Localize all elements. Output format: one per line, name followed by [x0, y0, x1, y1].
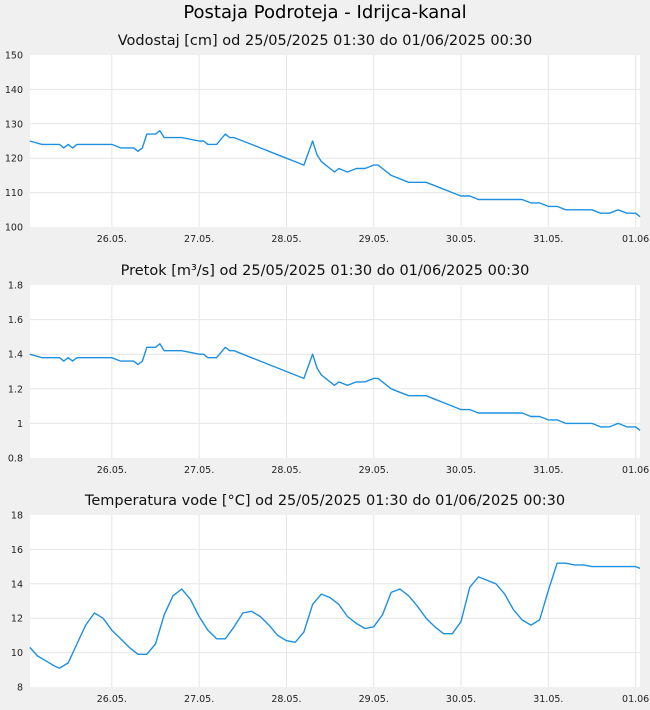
x-tick-label: 01.06 [622, 694, 649, 705]
y-tick-label: 8 [17, 683, 23, 694]
x-tick-label: 28.05. [271, 465, 301, 476]
y-tick-label: 110 [5, 188, 23, 199]
chart-title: Pretok [m³/s] od 25/05/2025 01:30 do 01/… [121, 263, 530, 279]
x-tick-label: 27.05. [184, 465, 214, 476]
y-tick-label: 16 [11, 545, 23, 556]
x-tick-label: 27.05. [184, 694, 214, 705]
series-line [29, 129, 641, 218]
y-tick-label: 150 [5, 51, 23, 62]
y-tick-label: 130 [5, 119, 23, 130]
y-tick-label: 120 [5, 154, 23, 165]
page-title: Postaja Podroteja - Idrijca-kanal [183, 2, 467, 23]
x-tick-label: 30.05. [446, 465, 476, 476]
y-tick-label: 14 [11, 579, 23, 590]
x-tick-label: 31.05. [533, 234, 563, 245]
series-line [29, 343, 641, 431]
x-tick-label: 29.05. [359, 465, 389, 476]
x-tick-label: 01.06 [622, 234, 649, 245]
x-tick-label: 26.05. [97, 234, 127, 245]
y-tick-label: 100 [5, 223, 23, 234]
y-tick-label: 0.8 [8, 454, 23, 465]
x-tick-label: 29.05. [359, 234, 389, 245]
x-tick-label: 30.05. [446, 234, 476, 245]
y-tick-label: 1.4 [8, 350, 23, 361]
plot-area [30, 55, 640, 227]
chart-title: Vodostaj [cm] od 25/05/2025 01:30 do 01/… [118, 33, 532, 49]
chart-panel-1: Vodostaj [cm] od 25/05/2025 01:30 do 01/… [5, 33, 649, 245]
x-tick-label: 28.05. [271, 234, 301, 245]
y-tick-label: 140 [5, 85, 23, 96]
chart-panel-2: Pretok [m³/s] od 25/05/2025 01:30 do 01/… [8, 263, 649, 476]
y-tick-label: 12 [11, 614, 23, 625]
y-tick-label: 1 [17, 419, 23, 430]
x-tick-label: 30.05. [446, 694, 476, 705]
chart-title: Temperatura vode [°C] od 25/05/2025 01:3… [84, 493, 565, 509]
x-tick-label: 31.05. [533, 694, 563, 705]
x-tick-label: 26.05. [97, 694, 127, 705]
x-tick-label: 31.05. [533, 465, 563, 476]
x-tick-label: 26.05. [97, 465, 127, 476]
x-tick-label: 01.06 [622, 465, 649, 476]
chart-panel-3: Temperatura vode [°C] od 25/05/2025 01:3… [11, 493, 649, 705]
y-tick-label: 1.2 [8, 384, 23, 395]
y-tick-label: 1.8 [8, 281, 23, 292]
x-tick-label: 27.05. [184, 234, 214, 245]
y-tick-label: 10 [11, 648, 23, 659]
y-tick-label: 1.6 [8, 315, 23, 326]
x-tick-label: 28.05. [271, 694, 301, 705]
y-tick-label: 18 [11, 511, 23, 522]
series-line [29, 562, 641, 669]
plot-area [30, 285, 640, 458]
x-tick-label: 29.05. [359, 694, 389, 705]
